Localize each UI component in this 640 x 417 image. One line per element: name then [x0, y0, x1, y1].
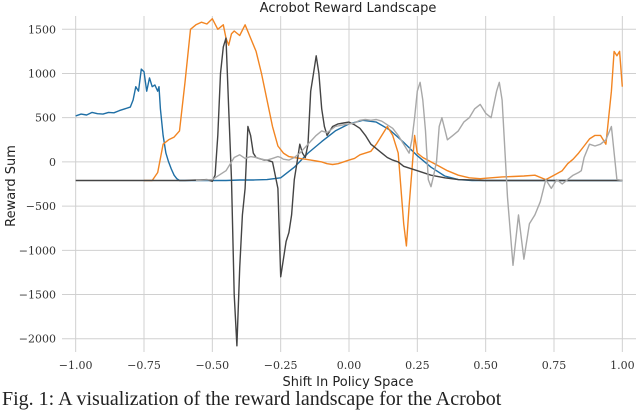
series-line-4	[195, 81, 623, 266]
y-tick-label: 0	[49, 156, 56, 169]
x-tick-label: 0.25	[405, 359, 430, 372]
x-tick-label: −1.00	[59, 359, 93, 372]
x-tick-label: 0.00	[337, 359, 362, 372]
x-tick-label: 0.75	[542, 359, 567, 372]
x-tick-label: 1.00	[610, 359, 635, 372]
y-tick-label: 1000	[28, 67, 56, 80]
series-line-2	[144, 18, 623, 247]
chart-title: Acrobot Reward Landscape	[260, 1, 437, 16]
x-tick-label: −0.75	[127, 359, 161, 372]
y-tick-label: 500	[35, 112, 56, 125]
x-tick-label: −0.50	[195, 359, 229, 372]
x-axis-label: Shift In Policy Space	[282, 375, 413, 390]
x-tick-label: −0.25	[264, 359, 298, 372]
grid-lines	[62, 16, 636, 352]
figure-caption: Fig. 1: A visualization of the reward la…	[2, 388, 502, 410]
y-tick-label: −500	[26, 200, 56, 213]
y-axis-label: Reward Sum	[4, 145, 19, 227]
tick-labels: −1.00 −0.75 −0.50 −0.25 0.00 0.25 0.50 0.75 1.00…	[19, 23, 635, 372]
x-tick-label: 0.50	[473, 359, 498, 372]
y-tick-label: 1500	[28, 23, 56, 36]
y-tick-label: −1000	[19, 244, 56, 257]
series-line-3	[75, 37, 623, 347]
y-tick-label: −1500	[19, 289, 56, 302]
y-tick-label: −2000	[19, 333, 56, 346]
series-lines	[75, 18, 623, 347]
